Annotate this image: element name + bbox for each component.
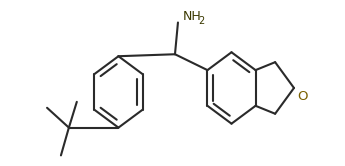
Text: NH: NH (183, 10, 202, 23)
Text: O: O (298, 90, 308, 103)
Text: 2: 2 (198, 16, 204, 26)
